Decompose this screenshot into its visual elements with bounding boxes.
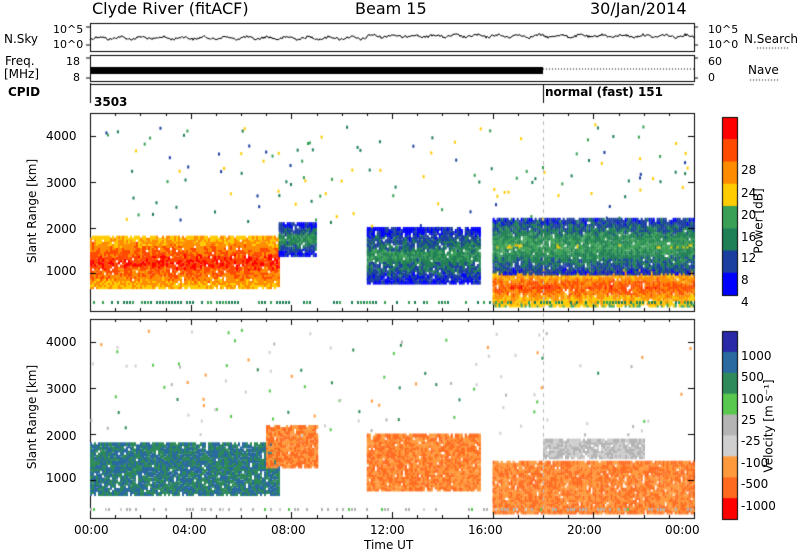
power-ytick-3000: 3000 — [46, 176, 77, 190]
velocity-cb-label: Velocity [m s⁻¹] — [761, 379, 776, 473]
velocity-cb-tick-100: 100 — [741, 392, 764, 406]
power-ytick-4000: 4000 — [46, 129, 77, 143]
velocity-ylabel: Slant Range [km] — [25, 364, 40, 470]
power-cb-tick-4: 4 — [741, 295, 749, 309]
power-cb-tick-16: 16 — [741, 230, 757, 244]
power-ylabel: Slant Range [km] — [25, 158, 40, 264]
velocity-ytick-2000: 2000 — [46, 429, 77, 443]
velocity-cb-tick-1000: 1000 — [741, 349, 772, 363]
freq-label: Freq. — [5, 54, 35, 68]
xtick-5: 20:00 — [567, 523, 602, 537]
power-ytick-2000: 2000 — [46, 222, 77, 236]
velocity-ytick-4000: 4000 — [46, 335, 77, 349]
velocity-cb-tick-m100: -100 — [741, 456, 769, 470]
date-title: 30/Jan/2014 — [590, 0, 687, 18]
noise-tick-low: 10^0 — [53, 38, 84, 51]
velocity-cb-tick-m25: -25 — [741, 434, 761, 448]
xtick-3: 12:00 — [370, 523, 405, 537]
beam-title: Beam 15 — [355, 0, 427, 18]
noise-sky-label: N.Sky — [4, 32, 39, 46]
velocity-ytick-3000: 3000 — [46, 382, 77, 396]
noise-right-tick-high: 10^5 — [708, 23, 739, 36]
nave-label: Nave — [748, 63, 779, 77]
xtick-2: 08:00 — [271, 523, 306, 537]
xtick-1: 04:00 — [172, 523, 207, 537]
cpid-change: normal (fast) 151 — [545, 85, 663, 99]
velocity-cb-tick-25: 25 — [741, 413, 757, 427]
xtick-6: 00:00 — [665, 523, 700, 537]
power-cb-tick-24: 24 — [741, 186, 757, 200]
power-ytick-1000: 1000 — [46, 264, 77, 278]
cpid-start: 3503 — [94, 95, 128, 109]
power-cb-tick-8: 8 — [741, 273, 749, 287]
noise-search-label: N.Search — [744, 32, 799, 46]
noise-right-tick-low: 10^0 — [708, 38, 739, 51]
xtick-4: 16:00 — [468, 523, 503, 537]
power-cb-tick-20: 20 — [741, 208, 757, 222]
power-cb-tick-28: 28 — [741, 163, 757, 177]
velocity-cb-tick-m500: -500 — [741, 477, 769, 491]
nave-tick-low: 0 — [708, 71, 715, 84]
noise-tick-high: 10^5 — [53, 23, 84, 36]
power-cb-tick-12: 12 — [741, 251, 757, 265]
freq-unit-label: [MHz] — [4, 67, 40, 81]
velocity-ytick-1000: 1000 — [46, 471, 77, 485]
freq-tick-high: 18 — [66, 55, 80, 68]
xlabel: Time UT — [364, 538, 414, 552]
velocity-cb-tick-500: 500 — [741, 370, 764, 384]
power-cb-label: Power [dB] — [751, 188, 766, 254]
freq-tick-low: 8 — [73, 71, 80, 84]
velocity-cb-tick-m1000: -1000 — [741, 499, 776, 513]
cpid-label: CPID — [8, 85, 41, 99]
station-title: Clyde River (fitACF) — [92, 0, 249, 18]
xtick-0: 00:00 — [74, 523, 109, 537]
nave-tick-high: 60 — [708, 55, 722, 68]
